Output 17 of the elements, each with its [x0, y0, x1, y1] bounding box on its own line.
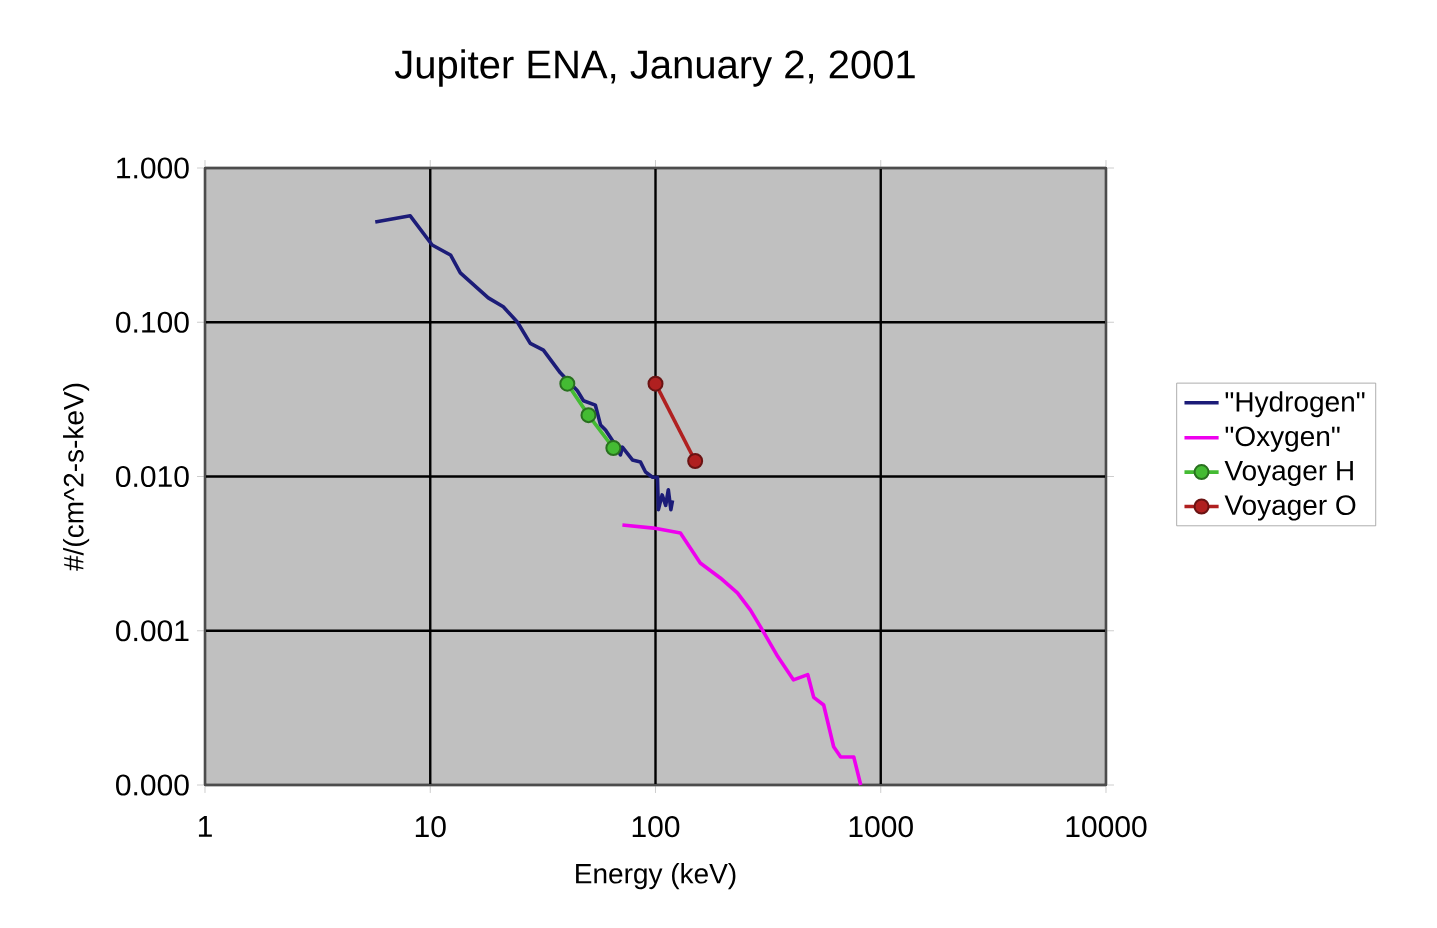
- y-axis-title: #/(cm^2-s-keV): [63, 383, 90, 571]
- y-tick-label: 0.010: [116, 465, 189, 488]
- x-tick-label: 1000: [849, 816, 913, 838]
- legend-label: "Oxygen": [1225, 426, 1340, 452]
- x-tick-label: 100: [632, 816, 680, 838]
- legend-label: Voyager H: [1224, 460, 1353, 487]
- x-axis-title: Energy (keV): [576, 863, 736, 890]
- y-tick-label: 0.100: [116, 311, 189, 333]
- y-tick-label: 1.000: [117, 157, 189, 179]
- x-tick-label: 1: [198, 816, 212, 837]
- x-tick-label: 10: [415, 816, 446, 838]
- legend-label: "Hydrogen": [1225, 391, 1365, 418]
- legend-label: Voyager O: [1224, 495, 1356, 521]
- y-tick-label: 0.000: [116, 774, 189, 796]
- x-tick-label: 10000: [1066, 816, 1147, 838]
- chart-title: Jupiter ENA, January 2, 2001: [394, 49, 915, 87]
- y-tick-label: 0.001: [116, 620, 189, 642]
